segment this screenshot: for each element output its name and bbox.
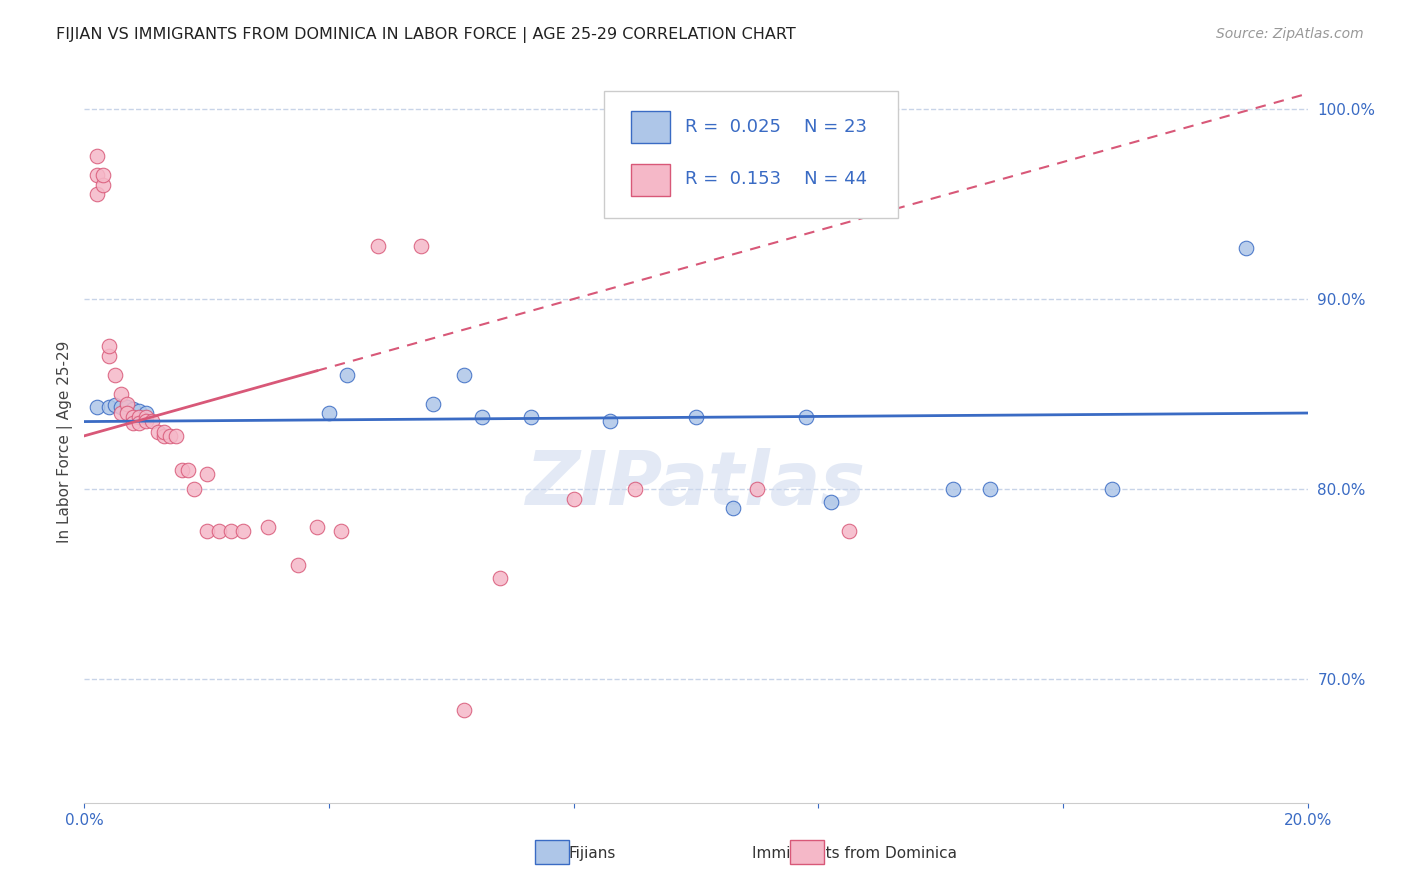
Point	[86, 149, 108, 163]
Point	[165, 429, 187, 443]
Point	[115, 396, 138, 410]
Point	[979, 482, 1001, 496]
Point	[208, 524, 231, 538]
Point	[183, 482, 205, 496]
Point	[453, 703, 475, 717]
Point	[97, 339, 120, 353]
Point	[520, 409, 543, 424]
Point	[97, 401, 120, 415]
Point	[159, 429, 181, 443]
Point	[122, 409, 145, 424]
Point	[489, 571, 512, 585]
Point	[153, 425, 176, 439]
Text: R =  0.153    N = 44: R = 0.153 N = 44	[685, 170, 868, 188]
Point	[794, 409, 817, 424]
Point	[177, 463, 200, 477]
Point	[624, 482, 647, 496]
Point	[257, 520, 280, 534]
Point	[91, 169, 114, 183]
Point	[287, 558, 309, 573]
Point	[115, 401, 138, 415]
Point	[219, 524, 242, 538]
Point	[453, 368, 475, 382]
Bar	[631, 164, 671, 196]
Point	[599, 414, 621, 428]
Point	[104, 398, 127, 412]
Point	[146, 425, 169, 439]
Point	[318, 406, 340, 420]
Point	[422, 396, 444, 410]
Point	[128, 416, 150, 430]
Point	[820, 495, 842, 509]
Point	[838, 524, 860, 538]
Point	[195, 524, 218, 538]
Bar	[790, 840, 824, 864]
Point	[685, 409, 707, 424]
Point	[153, 429, 176, 443]
Point	[1101, 482, 1123, 496]
Point	[336, 368, 359, 382]
Text: Source: ZipAtlas.com: Source: ZipAtlas.com	[1216, 27, 1364, 41]
Point	[305, 520, 328, 534]
Point	[330, 524, 353, 538]
Point	[135, 406, 157, 420]
Point	[942, 482, 965, 496]
Point	[91, 178, 114, 192]
Point	[367, 238, 389, 252]
Point	[172, 463, 194, 477]
Point	[122, 402, 145, 417]
Point	[122, 416, 145, 430]
Text: R =  0.025    N = 23: R = 0.025 N = 23	[685, 119, 868, 136]
FancyBboxPatch shape	[605, 91, 898, 218]
Point	[409, 238, 432, 252]
Bar	[631, 112, 671, 143]
Point	[110, 406, 132, 420]
Point	[721, 501, 744, 516]
Point	[1236, 241, 1258, 255]
Point	[86, 401, 108, 415]
Point	[471, 409, 494, 424]
Text: FIJIAN VS IMMIGRANTS FROM DOMINICA IN LABOR FORCE | AGE 25-29 CORRELATION CHART: FIJIAN VS IMMIGRANTS FROM DOMINICA IN LA…	[56, 27, 796, 43]
Point	[128, 404, 150, 418]
Point	[86, 169, 108, 183]
Point	[128, 409, 150, 424]
Point	[97, 349, 120, 363]
Text: ZIPatlas: ZIPatlas	[526, 449, 866, 522]
Bar	[534, 840, 569, 864]
Point	[141, 414, 163, 428]
Y-axis label: In Labor Force | Age 25-29: In Labor Force | Age 25-29	[58, 341, 73, 542]
Point	[232, 524, 254, 538]
Point	[747, 482, 769, 496]
Point	[115, 406, 138, 420]
Point	[135, 414, 157, 428]
Text: Fijians: Fijians	[568, 846, 616, 861]
Text: Immigrants from Dominica: Immigrants from Dominica	[752, 846, 957, 861]
Point	[86, 187, 108, 202]
Point	[110, 401, 132, 415]
Point	[110, 387, 132, 401]
Point	[104, 368, 127, 382]
Point	[195, 467, 218, 481]
Point	[562, 491, 585, 506]
Point	[135, 409, 157, 424]
